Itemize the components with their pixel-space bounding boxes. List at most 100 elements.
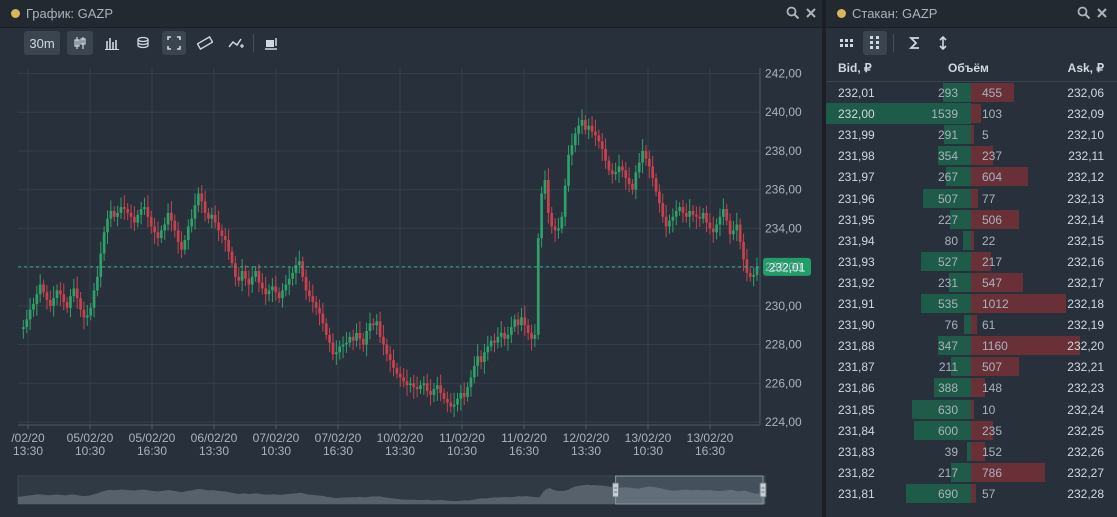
bid-volume: 231 [937, 275, 958, 290]
order-book-row[interactable]: 231,87 211 507 232,21 [826, 356, 1117, 377]
sort-arrows-icon[interactable] [931, 31, 955, 55]
candle-body [634, 172, 638, 190]
candle-body [22, 327, 25, 330]
candle-body [358, 332, 362, 339]
candle-body [35, 294, 39, 304]
candle-body [223, 236, 227, 241]
order-book-row[interactable]: 231,81 690 57 232,28 [826, 483, 1117, 504]
bar-chart-icon[interactable] [100, 31, 124, 55]
x-tick-date: 11/02/20 [501, 431, 547, 445]
bid-volume: 388 [937, 381, 958, 396]
order-book-row[interactable]: 231,95 227 506 232,14 [826, 209, 1117, 230]
ask-price: 232,20 [1067, 339, 1104, 354]
candle-body [156, 232, 160, 239]
search-icon[interactable] [785, 5, 801, 21]
candle-body [711, 228, 715, 233]
candle-body [119, 207, 123, 213]
candle-body [149, 216, 153, 227]
order-book-row[interactable]: 231,97 267 604 232,12 [826, 166, 1117, 187]
candle-body [186, 226, 190, 241]
candlestick-icon[interactable] [67, 31, 93, 55]
candle-body [136, 214, 140, 223]
price-chart[interactable]: 232,01 242,00 240,00 238,00 236,00 234,00 232… [0, 0, 822, 517]
navigator [17, 475, 767, 505]
candle-body [341, 344, 345, 347]
coins-icon[interactable] [131, 31, 155, 55]
header-divider [826, 81, 1117, 82]
bid-price: 231,81 [838, 486, 875, 501]
candle-body [197, 193, 200, 206]
candle-body [207, 212, 210, 219]
order-book-row[interactable]: 231,85 630 10 232,24 [826, 399, 1117, 420]
candle-body [42, 284, 45, 293]
candle-body [287, 278, 291, 285]
order-book-row[interactable]: 231,91 535 1012 232,18 [826, 293, 1117, 314]
grid-icon[interactable] [863, 31, 887, 55]
candle-body [79, 298, 82, 310]
candle-body [695, 214, 698, 217]
x-tick-date: 05/02/20 [129, 431, 176, 445]
candle-body [193, 205, 197, 219]
order-book-row[interactable]: 231,94 80 22 232,15 [826, 230, 1117, 251]
candle-body [220, 230, 224, 237]
candle-body [543, 179, 547, 194]
order-book-row[interactable]: 231,86 388 148 232,23 [826, 377, 1117, 398]
ask-volume: 455 [982, 86, 1003, 100]
candle-body [735, 224, 739, 231]
candle-body [523, 317, 527, 326]
grid-compact-icon[interactable] [835, 31, 859, 55]
candle-body [409, 383, 412, 386]
interval-button[interactable]: 30m [24, 31, 60, 55]
ask-price: 232,16 [1067, 254, 1104, 269]
candle-body [432, 389, 436, 395]
candle-body [106, 218, 109, 233]
candle-body [429, 391, 432, 395]
close-icon[interactable] [803, 5, 819, 21]
candle-body [89, 307, 93, 316]
candle-body [405, 381, 409, 386]
bid-volume: 600 [937, 423, 958, 438]
order-book-row[interactable]: 231,99 291 5 232,10 [826, 124, 1117, 145]
bid-price: 231,93 [838, 254, 875, 269]
order-book-row[interactable]: 231,83 39 152 232,26 [826, 441, 1117, 462]
export-icon[interactable] [259, 31, 283, 55]
order-book-row[interactable]: 231,82 217 786 232,27 [826, 462, 1117, 483]
navigator-handle[interactable] [612, 482, 620, 498]
ask-volume-bar [971, 125, 974, 145]
order-book-row[interactable]: 231,88 347 1160 232,20 [826, 335, 1117, 356]
ask-price: 232,24 [1067, 402, 1104, 417]
fullscreen-icon[interactable] [162, 31, 186, 55]
x-tick-date: 06/02/20 [191, 431, 238, 445]
x-tick-time: 13:30 [199, 444, 229, 458]
candle-body [752, 274, 755, 277]
order-book-panel: Стакан: GAZP Bid, ₽ Объём Ask, ₽ 232,01 2… [826, 0, 1117, 517]
last-price-line: 232,01 [18, 257, 811, 276]
bid-volume: 690 [937, 486, 958, 501]
ruler-icon[interactable] [193, 31, 217, 55]
x-tick-date: 10/02/20 [377, 431, 424, 445]
navigator-handle[interactable] [759, 482, 767, 498]
order-book-row[interactable]: 232,00 1539 103 232,09 [826, 103, 1117, 125]
close-icon[interactable] [1094, 5, 1110, 21]
order-book-row[interactable]: 231,98 354 237 232,11 [826, 145, 1117, 166]
trend-line-icon[interactable] [224, 31, 248, 55]
candle-body [257, 270, 261, 283]
search-icon[interactable] [1076, 5, 1092, 21]
candle-body [567, 154, 570, 186]
candle-body [133, 216, 136, 223]
candle-body [96, 276, 99, 291]
candle-body [547, 179, 550, 213]
order-book-row[interactable]: 231,92 231 547 232,17 [826, 272, 1117, 293]
candle-body [509, 327, 513, 335]
bid-volume: 227 [937, 212, 958, 227]
order-book-row[interactable]: 231,93 527 217 232,16 [826, 251, 1117, 272]
candle-body [365, 331, 368, 345]
bid-volume-bar [937, 146, 971, 166]
order-book-row[interactable]: 232,01 293 455 232,06 [826, 82, 1117, 103]
order-book-row[interactable]: 231,96 507 77 232,13 [826, 188, 1117, 209]
candle-body [600, 141, 604, 150]
order-book-row[interactable]: 231,84 600 235 232,25 [826, 420, 1117, 441]
order-book-row[interactable]: 231,90 76 61 232,19 [826, 314, 1117, 335]
sigma-icon[interactable] [903, 31, 927, 55]
candle-body [210, 214, 214, 219]
